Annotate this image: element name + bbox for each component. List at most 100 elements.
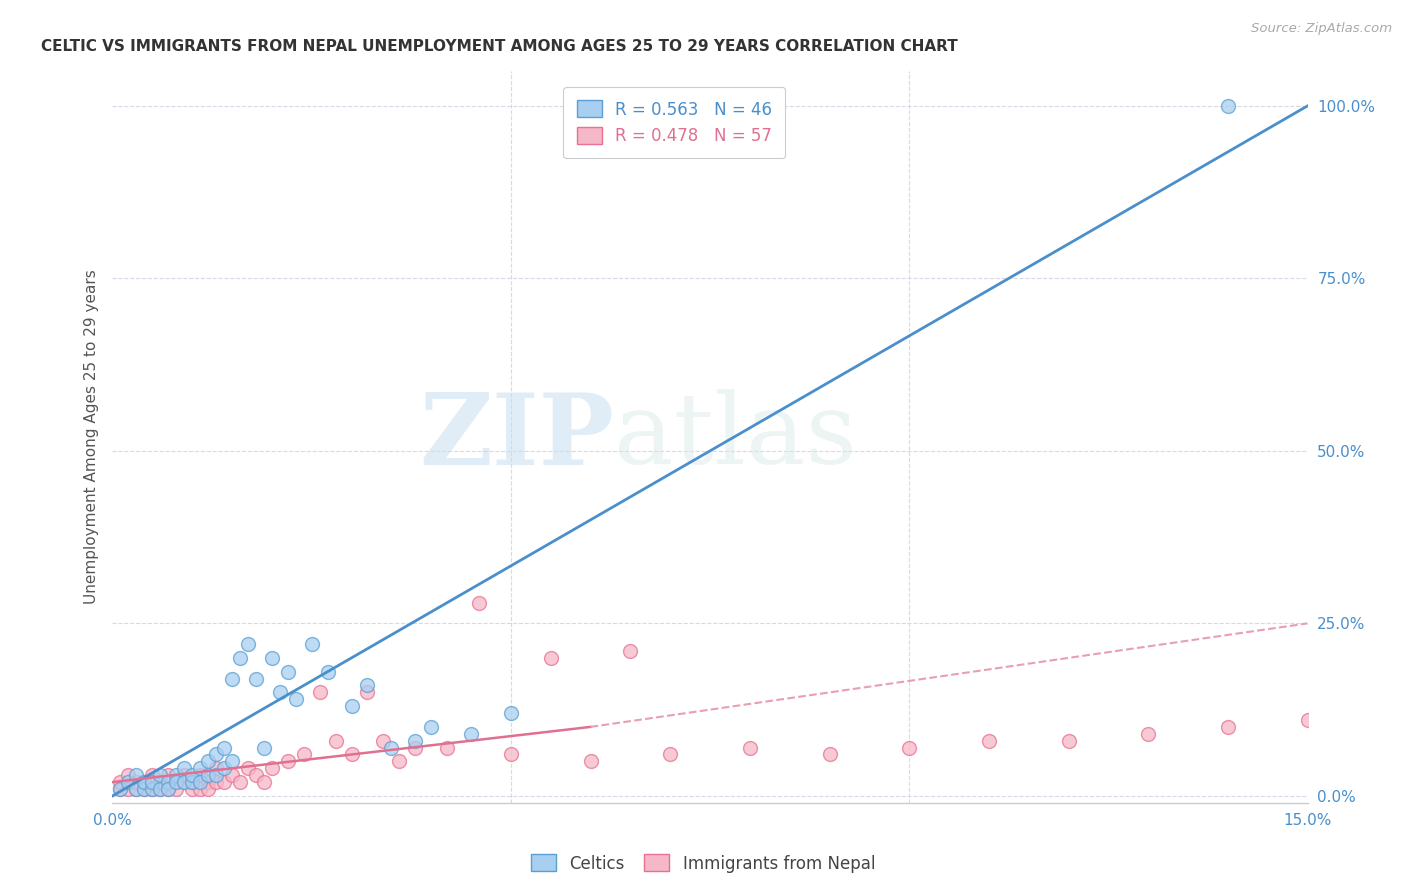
Point	[499, 747, 522, 762]
Point	[818, 747, 841, 762]
Point	[221, 768, 243, 782]
Point	[173, 768, 195, 782]
Point	[308, 685, 330, 699]
Point	[165, 775, 187, 789]
Point	[149, 782, 172, 797]
Point	[134, 775, 156, 789]
Point	[117, 775, 139, 789]
Point	[149, 782, 172, 797]
Point	[245, 768, 267, 782]
Point	[157, 775, 180, 789]
Point	[340, 747, 363, 762]
Point	[253, 740, 276, 755]
Point	[356, 685, 378, 699]
Legend: R = 0.563   N = 46, R = 0.478   N = 57: R = 0.563 N = 46, R = 0.478 N = 57	[564, 87, 785, 159]
Point	[141, 782, 163, 797]
Point	[205, 775, 228, 789]
Point	[117, 782, 139, 797]
Point	[404, 733, 426, 747]
Point	[260, 651, 283, 665]
Point	[373, 733, 395, 747]
Point	[125, 782, 148, 797]
Point	[110, 782, 132, 797]
Point	[977, 733, 1000, 747]
Point	[212, 761, 235, 775]
Point	[292, 747, 315, 762]
Point	[1296, 713, 1319, 727]
Point	[284, 692, 307, 706]
Point	[260, 761, 283, 775]
Point	[316, 665, 339, 679]
Point	[619, 644, 641, 658]
Text: Source: ZipAtlas.com: Source: ZipAtlas.com	[1251, 22, 1392, 36]
Point	[197, 768, 219, 782]
Point	[301, 637, 323, 651]
Point	[277, 755, 299, 769]
Text: atlas: atlas	[614, 389, 858, 485]
Point	[165, 768, 187, 782]
Point	[388, 755, 411, 769]
Point	[197, 755, 219, 769]
Point	[125, 775, 148, 789]
Point	[188, 761, 211, 775]
Point	[173, 775, 195, 789]
Point	[1216, 720, 1239, 734]
Point	[229, 775, 252, 789]
Point	[236, 637, 259, 651]
Point	[212, 775, 235, 789]
Point	[356, 678, 378, 692]
Y-axis label: Unemployment Among Ages 25 to 29 years: Unemployment Among Ages 25 to 29 years	[83, 269, 98, 605]
Text: CELTIC VS IMMIGRANTS FROM NEPAL UNEMPLOYMENT AMONG AGES 25 TO 29 YEARS CORRELATI: CELTIC VS IMMIGRANTS FROM NEPAL UNEMPLOY…	[41, 38, 957, 54]
Point	[269, 685, 291, 699]
Point	[205, 747, 228, 762]
Point	[181, 768, 204, 782]
Point	[110, 775, 132, 789]
Point	[134, 782, 156, 797]
Point	[380, 740, 402, 755]
Point	[141, 782, 163, 797]
Point	[173, 775, 195, 789]
Point	[157, 782, 180, 797]
Point	[253, 775, 276, 789]
Point	[157, 782, 180, 797]
Point	[141, 775, 163, 789]
Point	[325, 733, 347, 747]
Point	[1137, 727, 1160, 741]
Point	[277, 665, 299, 679]
Point	[188, 768, 211, 782]
Point	[236, 761, 259, 775]
Point	[197, 775, 219, 789]
Point	[188, 775, 211, 789]
Point	[181, 775, 204, 789]
Point	[181, 775, 204, 789]
Point	[579, 755, 602, 769]
Point	[229, 651, 252, 665]
Point	[173, 761, 195, 775]
Point	[134, 775, 156, 789]
Point	[157, 768, 180, 782]
Point	[125, 782, 148, 797]
Point	[125, 768, 148, 782]
Point	[188, 782, 211, 797]
Point	[221, 672, 243, 686]
Point	[212, 740, 235, 755]
Point	[898, 740, 921, 755]
Point	[165, 775, 187, 789]
Point	[540, 651, 562, 665]
Point	[460, 727, 482, 741]
Point	[468, 596, 491, 610]
Point	[181, 782, 204, 797]
Point	[499, 706, 522, 720]
Point	[221, 755, 243, 769]
Point	[149, 768, 172, 782]
Point	[141, 768, 163, 782]
Point	[165, 782, 187, 797]
Point	[436, 740, 458, 755]
Point	[340, 699, 363, 714]
Legend: Celtics, Immigrants from Nepal: Celtics, Immigrants from Nepal	[524, 847, 882, 880]
Text: ZIP: ZIP	[419, 389, 614, 485]
Point	[1057, 733, 1080, 747]
Point	[205, 768, 228, 782]
Point	[245, 672, 267, 686]
Point	[134, 782, 156, 797]
